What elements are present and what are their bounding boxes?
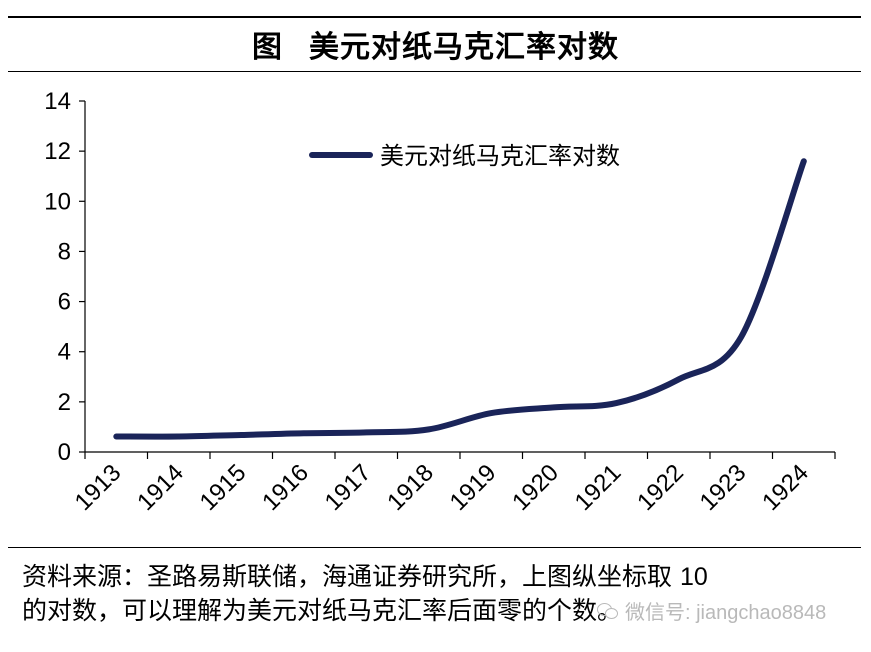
x-tick-label: 1924 (757, 459, 814, 516)
legend-label: 美元对纸马克汇率对数 (380, 142, 620, 170)
x-tick-label: 1917 (320, 459, 377, 516)
x-tick-label: 1913 (70, 459, 127, 516)
y-tick-label: 2 (58, 389, 71, 416)
source-text-2: 的对数，可以理解为美元对纸马克汇率后面零的个数。 (22, 596, 623, 625)
top-rule (8, 16, 861, 18)
watermark: 微信号: jiangchao8848 (597, 596, 826, 625)
x-tick-label: 1914 (132, 459, 189, 516)
y-tick-label: 12 (44, 138, 71, 165)
x-tick-label: 1918 (382, 459, 439, 516)
x-tick-label: 1915 (195, 459, 252, 516)
source-rule (8, 547, 861, 548)
watermark-text: 微信号: jiangchao8848 (625, 602, 827, 624)
figure-title: 美元对纸马克汇率对数 (309, 30, 619, 65)
x-tick-label: 1921 (570, 459, 627, 516)
figure-title-bar: 图美元对纸马克汇率对数 (0, 22, 871, 66)
y-tick-label: 0 (58, 439, 71, 466)
x-tick-label: 1923 (695, 459, 752, 516)
source-note: 资料来源：圣路易斯联储，海通证券研究所，上图纵坐标取 10 的对数，可以理解为美元… (22, 560, 852, 628)
x-tick-label: 1922 (632, 459, 689, 516)
y-tick-label: 6 (58, 289, 71, 316)
title-rule (8, 71, 861, 72)
source-number: 10 (679, 563, 708, 591)
wechat-icon (597, 603, 619, 621)
y-tick-label: 4 (58, 339, 71, 366)
x-tick-label: 1919 (445, 459, 502, 516)
x-tick-label: 1916 (257, 459, 314, 516)
y-tick-label: 10 (44, 188, 71, 215)
source-text: 资料来源：圣路易斯联储，海通证券研究所，上图纵坐标取 (22, 562, 673, 591)
figure-prefix: 图 (252, 30, 283, 65)
y-tick-label: 14 (44, 88, 71, 115)
series-line (113, 158, 807, 440)
y-tick-label: 8 (58, 238, 71, 265)
x-tick-label: 1920 (507, 459, 564, 516)
